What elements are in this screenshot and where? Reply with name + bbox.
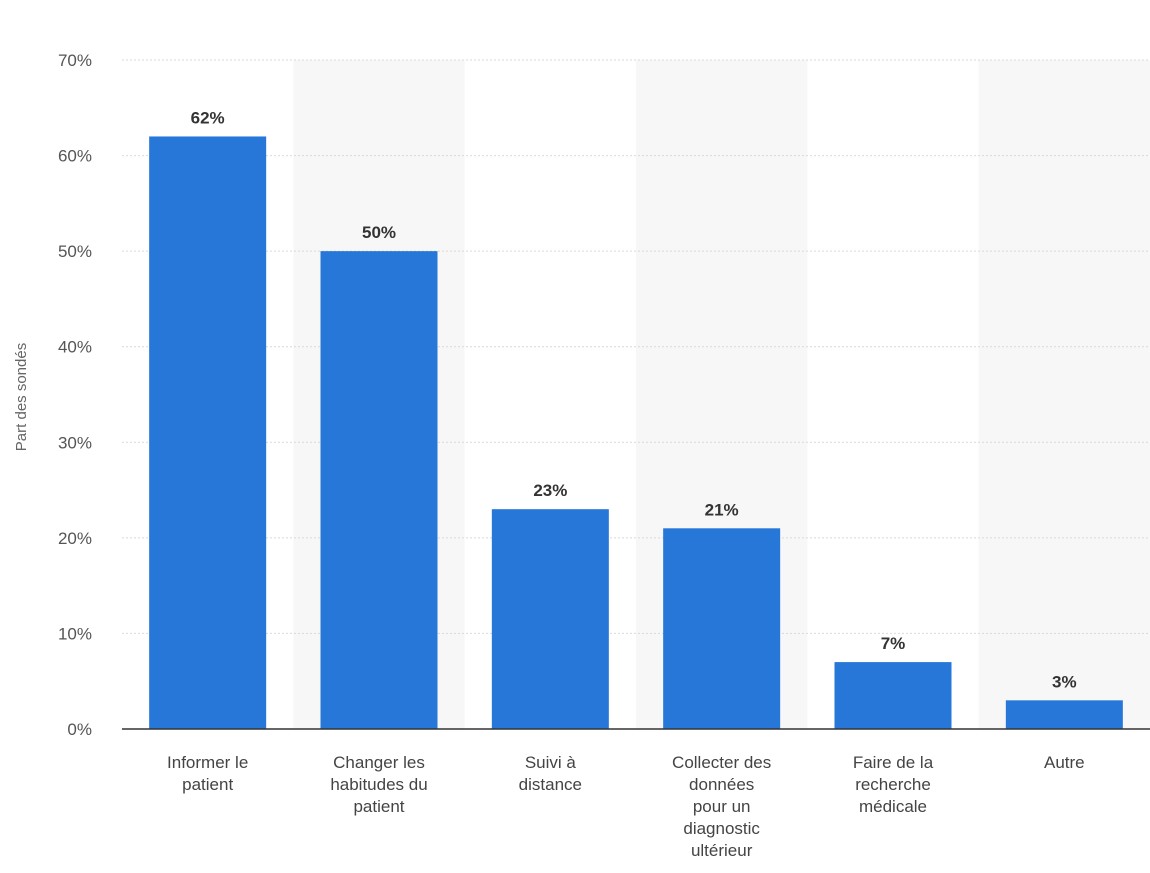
x-tick-label: Collecter des données pour un diagnostic ult…	[672, 753, 771, 860]
y-tick-label: 30%	[58, 433, 92, 452]
x-tick-label: Faire de la recherche médicale	[853, 753, 934, 816]
bar	[834, 662, 952, 729]
background-band	[978, 60, 1150, 729]
x-tick-label: Autre	[1044, 753, 1085, 772]
x-tick-label: Changer les habitudes du patient	[330, 753, 427, 816]
y-tick-label: 40%	[58, 338, 92, 357]
y-tick-label: 70%	[58, 51, 92, 70]
bar	[1005, 700, 1123, 729]
y-tick-label: 10%	[58, 624, 92, 643]
data-label: 3%	[1052, 672, 1077, 691]
bar	[149, 136, 267, 729]
data-label: 50%	[362, 223, 396, 242]
x-axis-categories: Informer le patient Changer les habitudes d…	[167, 753, 1085, 860]
data-label: 62%	[191, 108, 225, 127]
y-tick-label: 20%	[58, 529, 92, 548]
y-axis-label: Part des sondés	[13, 343, 30, 451]
alternating-bands	[293, 60, 1150, 729]
data-labels: 62% 50% 23% 21% 7% 3%	[191, 108, 1077, 691]
data-label: 21%	[705, 500, 739, 519]
bar	[663, 528, 781, 729]
bar	[491, 509, 609, 729]
y-tick-label: 50%	[58, 242, 92, 261]
x-tick-label: Informer le patient	[167, 753, 248, 794]
bar	[320, 251, 438, 729]
data-label: 7%	[881, 634, 906, 653]
data-label: 23%	[533, 481, 567, 500]
bars	[149, 136, 1123, 729]
y-tick-label: 60%	[58, 147, 92, 166]
y-tick-label: 0%	[67, 720, 92, 739]
gridlines	[122, 59, 1150, 634]
y-axis-ticks: 0% 10% 20% 30% 40% 50% 60% 70%	[58, 51, 92, 739]
x-tick-label: Suivi à distance	[519, 753, 582, 794]
